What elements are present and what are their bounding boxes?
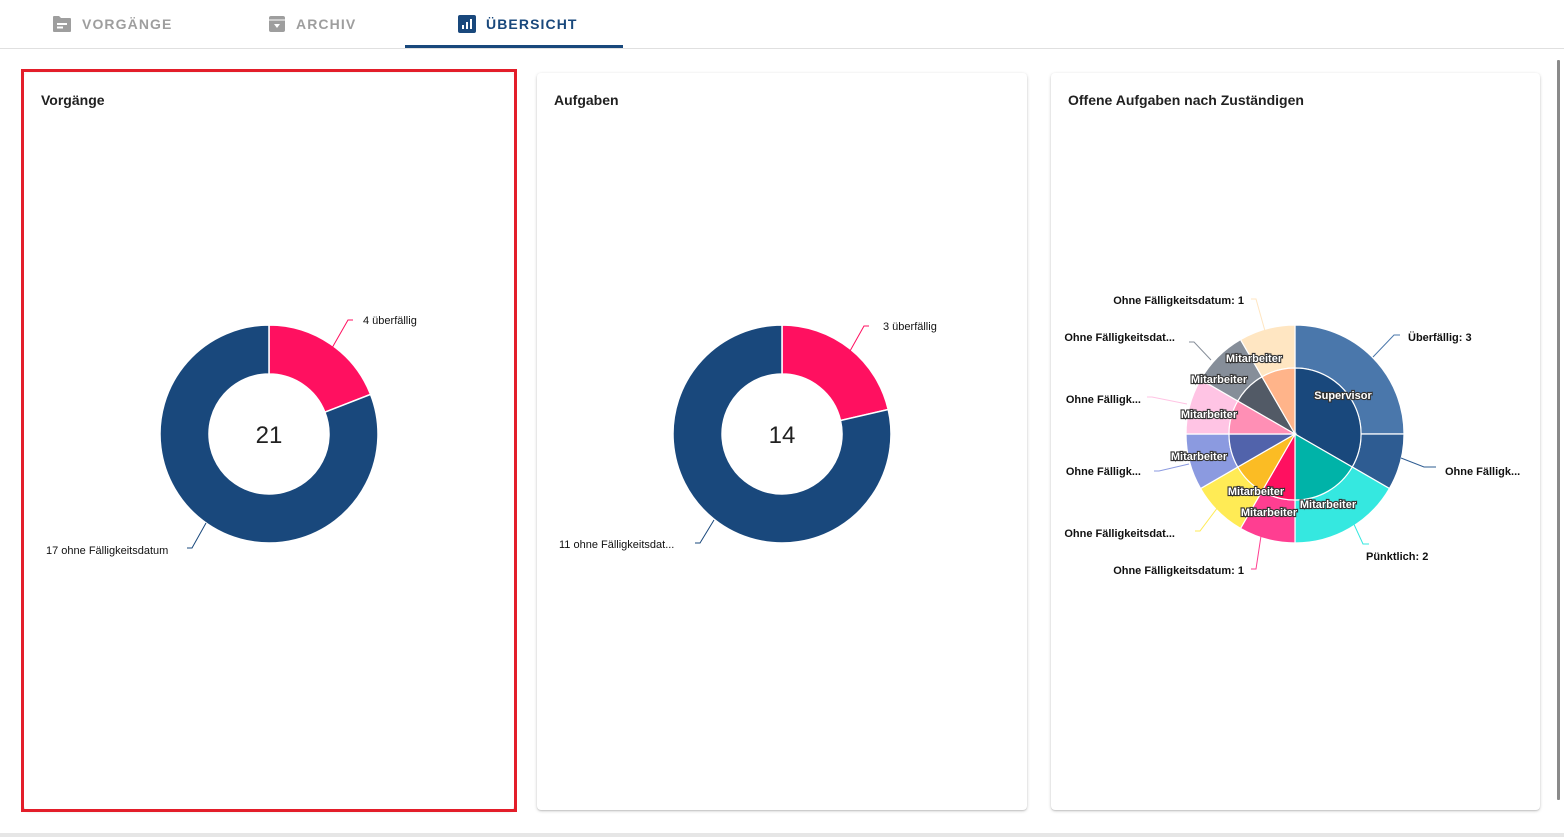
tab-vorgaenge[interactable]: VORGÄNGE [52,0,172,48]
center-total: 21 [256,422,283,449]
inner-label: Mitarbeiter [1226,353,1283,365]
inner-label: Mitarbeiter [1300,499,1357,511]
inner-label: Mitarbeiter [1191,374,1248,386]
outer-label-ueberfaellig: Überfällig: 3 [1408,331,1472,344]
outer-label: Ohne Fälligk... [1066,394,1141,406]
bottom-border [0,833,1564,837]
segment-no-due-date[interactable] [672,324,892,544]
label-no-due-date: 11 ohne Fälligkeitsdat... [559,539,674,551]
card-title: Aufgaben [554,92,619,108]
inner-label: Mitarbeiter [1228,486,1285,498]
card-title: Offene Aufgaben nach Zuständigen [1068,92,1304,108]
outer-label-puenktlich: Pünktlich: 2 [1366,551,1428,563]
sunburst-chart-zustaendige: Supervisor Mitarbeiter Mitarbeiter Mitar… [1064,295,1520,577]
tab-uebersicht[interactable]: ÜBERSICHT [458,0,578,48]
inner-segment-mitarbeiter-teal[interactable] [1294,432,1354,501]
segment-overdue[interactable] [781,324,890,422]
bar-chart-icon [458,15,476,33]
folder-icon [52,15,72,33]
card-vorgaenge: Vorgänge 21 4 überfällig 17 ohne Fälligk… [24,73,514,810]
inner-label: Mitarbeiter [1171,451,1228,463]
donut-chart-aufgaben: 14 3 überfällig 11 ohne Fälligkeitsdat..… [559,321,937,551]
card-title: Vorgänge [41,92,105,108]
donut-chart-vorgaenge: 21 4 überfällig 17 ohne Fälligkeitsdatum [46,315,417,557]
segment-no-due-date[interactable] [159,324,379,544]
inner-label-supervisor: Supervisor [1314,390,1372,402]
center-total: 14 [769,422,796,449]
outer-label: Ohne Fälligk... [1066,466,1141,478]
tab-bar: VORGÄNGE ARCHIV ÜBERSICHT [0,0,1564,49]
outer-label: Ohne Fälligkeitsdatum: 1 [1113,565,1244,577]
tab-label: ARCHIV [296,16,357,32]
tab-label: VORGÄNGE [82,16,173,32]
vertical-scrollbar[interactable] [1557,60,1560,800]
active-tab-indicator [405,45,623,48]
label-overdue: 3 überfällig [883,321,937,333]
inner-label: Mitarbeiter [1241,507,1298,519]
outer-label: Ohne Fälligkeitsdatum: 1 [1113,295,1244,307]
label-no-due-date: 17 ohne Fälligkeitsdatum [46,545,168,557]
inner-segment-supervisor[interactable] [1294,367,1362,468]
inner-segment-mitarbeiter-peach[interactable] [1261,367,1296,437]
inner-label: Mitarbeiter [1181,409,1238,421]
outer-label: Ohne Fälligkeitsdat... [1064,528,1175,540]
outer-label-supervisor-ohne: Ohne Fälligk... [1445,466,1520,478]
outer-label: Ohne Fälligkeitsdat... [1064,332,1175,344]
tab-archiv[interactable]: ARCHIV [268,0,356,48]
tab-label: ÜBERSICHT [486,16,578,32]
card-offene-aufgaben: Offene Aufgaben nach Zuständigen [1051,73,1540,810]
label-overdue: 4 überfällig [363,315,417,327]
card-aufgaben: Aufgaben 14 3 überfällig 11 ohne Fälligk… [537,73,1027,810]
segment-overdue[interactable] [268,324,372,414]
archive-icon [268,15,286,33]
